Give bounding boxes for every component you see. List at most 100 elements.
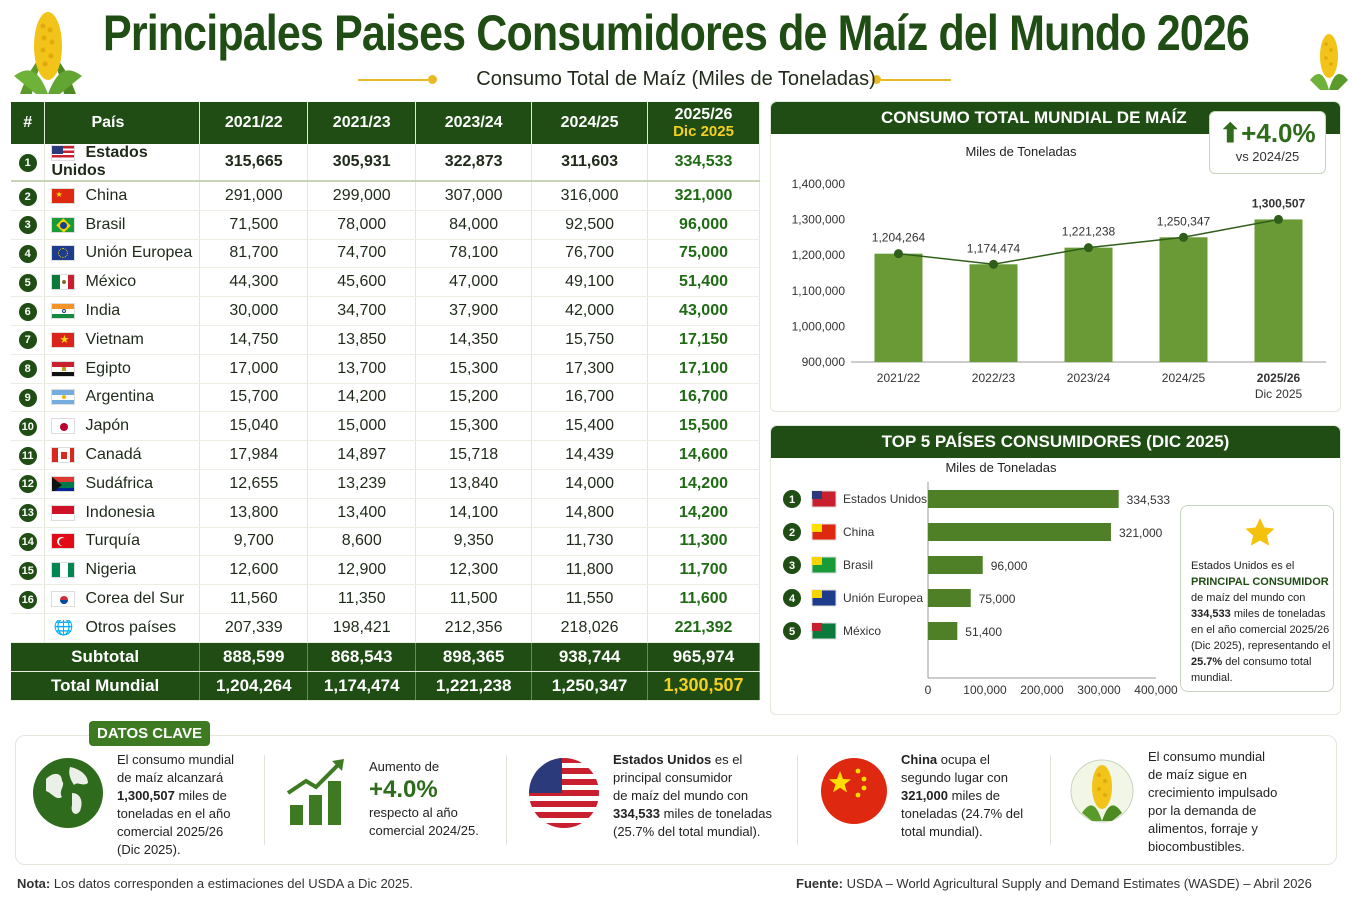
key-facts-label: DATOS CLAVE (89, 721, 211, 746)
value-cell: 15,040 (199, 411, 309, 442)
col-2021-23: 2021/23 (307, 102, 417, 144)
rank-cell: 10 (11, 411, 46, 442)
value-cell: 9,700 (199, 527, 309, 557)
table-row: 9 Argentina 15,700 14,200 15,200 16,700 16,700 (11, 383, 760, 413)
callout-line: Estados Unidos es el (1191, 560, 1295, 572)
country-name: Estados Unidos (51, 144, 148, 180)
value-cell: 218,026 (531, 613, 649, 643)
y-tick-label: 1,400,000 (792, 177, 846, 191)
table-row: 6 India 30,000 34,700 37,900 42,000 43,000 (11, 296, 760, 326)
rank-badge: 10 (18, 417, 37, 436)
value-cell: 11,600 (647, 584, 760, 614)
china-flag-icon (821, 758, 887, 824)
table-row: 15 Nigeria 12,600 12,900 12,300 11,800 11,700 (11, 555, 760, 586)
total-value: 1,300,507 (647, 671, 760, 701)
subtotal-value: 868,543 (307, 642, 417, 672)
source-label: Fuente: (796, 876, 843, 891)
argentina-flag-icon (51, 389, 76, 406)
fact-line: de maíz sigue en (1148, 767, 1248, 782)
y-tick-label: 1,200,000 (792, 248, 846, 262)
country-cell: México (44, 267, 201, 298)
total-value: 1,204,264 (199, 671, 309, 701)
value-cell: 37,900 (415, 296, 533, 326)
arrow-up-icon: ⬆ (1219, 118, 1242, 148)
table-row: 16 Corea del Sur 11,560 11,350 11,500 11,550 1… (11, 584, 760, 614)
data-label: 321,000 (1119, 526, 1163, 540)
value-cell: 11,800 (531, 555, 649, 586)
data-label: 1,221,238 (1062, 225, 1116, 239)
rank-cell: 15 (11, 555, 46, 586)
value-cell: 51,400 (647, 267, 760, 298)
value-cell: 16,700 (647, 383, 760, 413)
rank-badge: 9 (18, 388, 37, 407)
rank-cell: 13 (11, 498, 46, 528)
fact-value: China (901, 752, 938, 767)
globe-icon (33, 758, 103, 828)
country-name: India (85, 301, 121, 319)
col-country: País (44, 102, 201, 144)
value-cell: 299,000 (307, 181, 417, 211)
bar (928, 589, 971, 607)
source-text: USDA – World Agricultural Supply and Dem… (842, 876, 1312, 891)
bar (1064, 247, 1113, 362)
value-cell: 14,200 (307, 383, 417, 413)
value-cell: 334,533 (647, 144, 760, 183)
callout-line: PRINCIPAL CONSUMIDOR (1191, 576, 1329, 588)
y-tick-label: 1,300,000 (792, 213, 846, 227)
callout-value: 334,533 (1191, 608, 1231, 620)
country-cell: ★ Vietnam (44, 325, 201, 355)
x-tick-label: 200,000 (1020, 683, 1064, 697)
col-2021-22: 2021/22 (199, 102, 309, 144)
star-icon (1245, 518, 1275, 546)
usa-flag-canton (812, 491, 822, 499)
canada-flag-icon (51, 446, 76, 463)
country-name: Corea del Sur (85, 589, 185, 607)
country-name: China (85, 187, 128, 204)
usa-flag-icon (51, 145, 76, 161)
value-cell: 15,500 (647, 411, 760, 442)
value-cell: 321,000 (647, 181, 760, 211)
y-tick-label: 900,000 (802, 355, 846, 369)
value-cell: 207,339 (199, 613, 309, 643)
fact-line: Aumento de (369, 759, 440, 774)
callout-text: del consumo total (1222, 656, 1312, 668)
bar (928, 622, 958, 640)
value-cell: 11,550 (531, 584, 649, 614)
rank-badge: 1 (789, 494, 795, 506)
country-name: Otros países (85, 618, 177, 636)
china-flag-canton (812, 524, 822, 532)
total-value: 1,221,238 (415, 671, 533, 701)
egypt-flag-icon (51, 360, 76, 377)
category-label: Brasil (843, 558, 873, 572)
globe-icon: 🌐 (53, 619, 74, 636)
rank-cell: 3 (11, 210, 46, 240)
value-cell: 322,873 (415, 144, 533, 183)
value-cell: 43,000 (647, 296, 760, 326)
x-tick-label: 2023/24 (1067, 371, 1111, 385)
bar (1254, 219, 1303, 362)
corn-icon (14, 12, 82, 94)
subtotal-value: 898,365 (415, 642, 533, 672)
bar (928, 523, 1111, 541)
rank-cell: 2 (11, 181, 46, 211)
country-cell: Japón (44, 411, 201, 442)
category-label: México (843, 624, 881, 638)
subtotal-value: 938,744 (531, 642, 649, 672)
x-tick-label: 0 (925, 683, 932, 697)
page-title: Principales Paises Consumidores de Maíz … (102, 5, 1250, 61)
bar (928, 556, 983, 574)
value-cell: 15,300 (415, 354, 533, 384)
rank-cell: 9 (11, 383, 46, 413)
rank-badge: 2 (18, 187, 37, 206)
value-cell: 92,500 (531, 210, 649, 240)
rank-cell: 5 (11, 267, 46, 298)
country-cell: Corea del Sur (44, 584, 201, 614)
rank-badge-circle (783, 622, 801, 640)
note-text: Los datos corresponden a estimaciones de… (50, 876, 413, 891)
value-cell: 14,439 (531, 440, 649, 470)
fact-value: +4.0% (369, 776, 438, 803)
fact-growth: Aumento de +4.0% respecto al año comerci… (369, 758, 479, 840)
value-cell: 17,984 (199, 440, 309, 470)
col-rank: # (11, 102, 46, 144)
country-cell: Argentina (44, 383, 201, 413)
